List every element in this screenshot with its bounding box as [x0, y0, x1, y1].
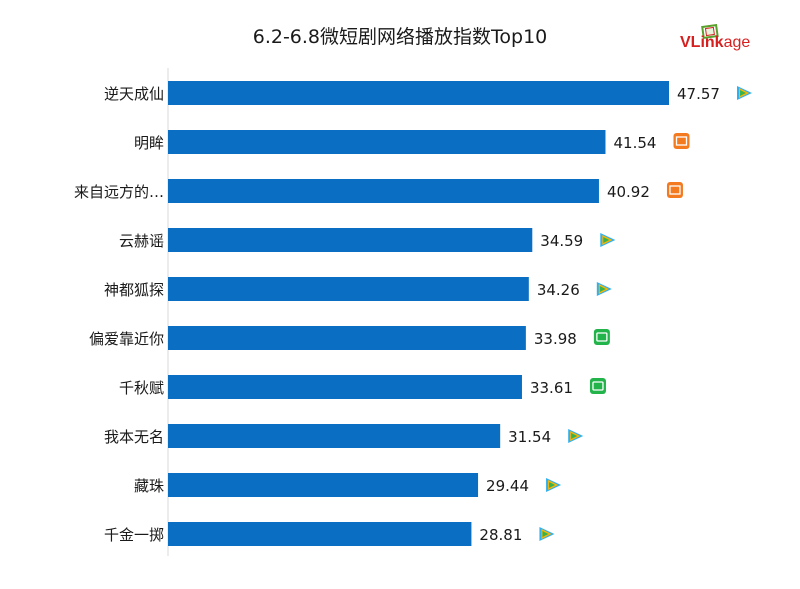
- tencent-video-icon: [546, 478, 562, 492]
- data-label: 33.61: [530, 379, 573, 397]
- bar: [168, 522, 472, 546]
- logo-text-vl: VL: [680, 34, 701, 51]
- category-label: 我本无名: [104, 428, 164, 446]
- bar: [168, 326, 526, 350]
- data-label: 47.57: [677, 85, 720, 103]
- tencent-video-icon: [568, 429, 584, 443]
- iqiyi-icon: [593, 329, 610, 345]
- category-label: 千秋赋: [119, 379, 164, 397]
- data-label: 41.54: [613, 134, 656, 152]
- category-label: 神都狐探: [104, 281, 164, 299]
- bar: [168, 375, 522, 399]
- data-label: 40.92: [607, 183, 650, 201]
- tencent-video-icon: [539, 527, 555, 541]
- logo-text-ink: ink: [700, 34, 724, 51]
- logo-text-age: age: [723, 34, 751, 51]
- bar: [168, 424, 501, 448]
- logo-mark-icon: [701, 24, 719, 40]
- category-label: 明眸: [134, 134, 164, 152]
- data-label: 28.81: [479, 526, 522, 544]
- bar: [168, 277, 529, 301]
- tencent-video-icon: [737, 86, 752, 100]
- tencent-video-icon: [596, 282, 612, 296]
- data-label: 29.44: [486, 477, 529, 495]
- data-label: 34.26: [537, 281, 580, 299]
- iqiyi-icon: [589, 378, 606, 394]
- data-label: 31.54: [508, 428, 551, 446]
- tencent-video-icon: [600, 233, 616, 247]
- category-label: 偏爱靠近你: [89, 330, 164, 348]
- category-label: 云赫谣: [119, 232, 164, 250]
- bar: [168, 81, 669, 105]
- category-label: 逆天成仙: [104, 85, 164, 103]
- category-label: 藏珠: [134, 477, 164, 495]
- mango-tv-icon: [666, 182, 683, 198]
- category-label: 来自远方的…: [74, 183, 164, 201]
- data-label: 34.59: [540, 232, 583, 250]
- mango-tv-icon: [673, 133, 690, 149]
- bar: [168, 179, 599, 203]
- bar: [168, 473, 479, 497]
- bar: [168, 130, 606, 154]
- vlinkage-logo: VLinkage: [680, 24, 780, 64]
- bar: [168, 228, 533, 252]
- chart-title: 6.2-6.8微短剧网络播放指数Top10: [252, 26, 548, 48]
- category-label: 千金一掷: [104, 526, 164, 544]
- data-label: 33.98: [534, 330, 577, 348]
